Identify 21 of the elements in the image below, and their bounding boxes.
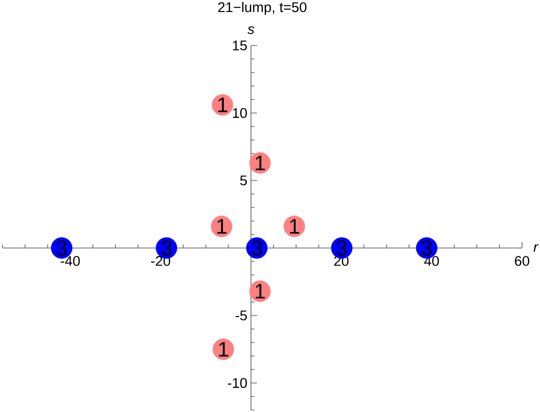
x-tick-label: -40 — [60, 256, 80, 266]
y-tick-label: 10 — [232, 108, 247, 118]
chart-title: 21−lump, t=50 — [218, 2, 306, 15]
annotation: 1 — [256, 284, 265, 298]
annotation: 3 — [161, 240, 172, 256]
annotation: 3 — [422, 240, 432, 256]
y-tick-label: -5 — [236, 310, 247, 320]
annotation: 1 — [219, 342, 228, 356]
y-tick-label: 5 — [240, 176, 247, 186]
annotation: 1 — [256, 156, 265, 170]
y-axis-title: s — [248, 26, 254, 34]
annotation: 3 — [252, 240, 262, 256]
annotation: 3 — [336, 240, 347, 256]
x-axis-title: r — [534, 244, 538, 252]
y-tick-label: 15 — [232, 40, 247, 50]
x-tick-label: 60 — [514, 256, 530, 266]
annotation: 1 — [290, 219, 300, 234]
annotation: 1 — [217, 219, 226, 234]
annotation: 1 — [218, 98, 228, 112]
annotation: 3 — [56, 240, 67, 256]
y-tick-label: -10 — [228, 378, 247, 388]
